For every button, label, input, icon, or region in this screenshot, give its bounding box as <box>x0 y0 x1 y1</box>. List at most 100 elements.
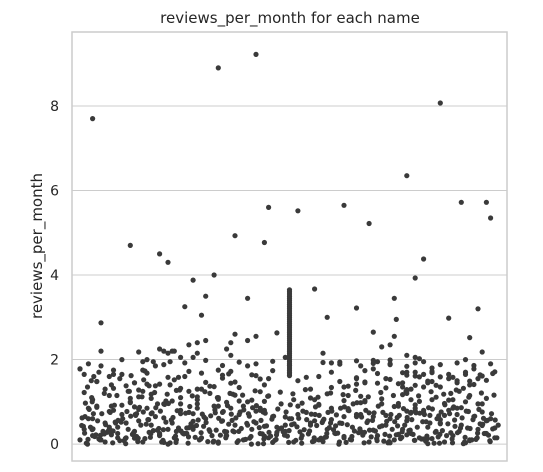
data-point <box>232 379 238 385</box>
data-point <box>412 275 418 281</box>
data-point <box>228 411 234 417</box>
data-point <box>136 387 142 393</box>
data-point <box>425 424 431 430</box>
data-point <box>207 383 213 389</box>
data-point <box>366 439 372 445</box>
data-point <box>478 390 484 396</box>
data-point <box>157 346 163 352</box>
data-point <box>400 370 406 376</box>
data-point <box>425 441 431 447</box>
data-point <box>122 436 128 442</box>
data-point <box>370 329 376 335</box>
data-point <box>412 360 418 366</box>
data-point <box>98 348 104 354</box>
data-point <box>194 401 200 407</box>
data-point <box>257 405 263 411</box>
data-point <box>312 418 318 424</box>
data-point <box>90 116 96 122</box>
data-point <box>282 354 288 360</box>
data-point <box>194 350 200 356</box>
data-point <box>245 363 251 369</box>
data-point <box>470 417 476 423</box>
data-point <box>387 342 393 348</box>
data-point <box>388 411 394 418</box>
data-point <box>249 426 255 432</box>
data-point <box>446 315 452 321</box>
data-point <box>402 422 408 428</box>
data-point <box>429 378 435 385</box>
data-point <box>291 397 297 403</box>
data-point <box>307 428 313 434</box>
data-point <box>106 392 112 399</box>
data-point <box>362 368 368 374</box>
data-point <box>282 414 288 420</box>
data-point <box>224 399 230 405</box>
data-point <box>251 419 257 425</box>
data-point <box>283 409 289 415</box>
data-point <box>441 391 447 397</box>
data-point <box>474 435 480 441</box>
data-point <box>444 433 450 439</box>
data-point <box>448 390 454 396</box>
data-point <box>90 411 96 417</box>
data-point <box>399 434 405 440</box>
data-point <box>236 398 242 404</box>
data-point <box>452 423 458 429</box>
data-point <box>189 393 195 399</box>
data-point <box>319 419 325 426</box>
data-point <box>173 387 179 393</box>
data-point <box>289 416 295 422</box>
data-point <box>471 381 477 388</box>
data-point <box>154 401 161 407</box>
data-point <box>293 437 299 443</box>
data-point <box>467 382 473 388</box>
data-point <box>404 432 410 438</box>
data-point <box>131 404 138 410</box>
data-point <box>207 390 213 396</box>
data-point <box>361 429 368 435</box>
data-point <box>232 331 238 337</box>
data-point <box>203 293 209 299</box>
data-point <box>361 440 367 446</box>
data-point <box>178 354 184 360</box>
data-point <box>245 295 251 301</box>
data-point <box>358 363 364 369</box>
data-point <box>117 376 123 382</box>
data-point <box>295 411 301 418</box>
data-point <box>146 383 152 389</box>
data-point <box>345 383 351 389</box>
data-point <box>438 409 444 415</box>
data-point <box>490 370 496 377</box>
data-point <box>245 399 251 405</box>
data-point <box>127 400 133 406</box>
data-point <box>341 414 347 420</box>
data-point <box>286 369 293 375</box>
data-point <box>136 394 142 400</box>
data-point <box>391 333 397 339</box>
data-point <box>110 385 117 391</box>
data-point <box>245 422 251 428</box>
data-point <box>344 422 350 428</box>
data-point <box>477 372 483 378</box>
data-point <box>447 411 453 417</box>
data-point <box>488 411 495 417</box>
data-point <box>90 416 96 422</box>
data-point <box>198 430 204 436</box>
data-point <box>379 344 385 350</box>
data-point <box>123 383 129 389</box>
data-point <box>165 426 171 432</box>
data-point <box>144 357 150 363</box>
data-point <box>182 304 188 310</box>
data-point <box>219 409 226 415</box>
data-point <box>250 405 256 411</box>
data-point <box>229 417 235 423</box>
data-point <box>128 373 134 379</box>
data-point <box>102 386 108 392</box>
data-point <box>211 272 217 278</box>
data-point <box>96 369 102 375</box>
data-point <box>332 430 338 436</box>
data-point <box>387 440 393 446</box>
data-point <box>216 415 222 421</box>
data-point <box>353 387 359 393</box>
data-point <box>270 358 276 364</box>
